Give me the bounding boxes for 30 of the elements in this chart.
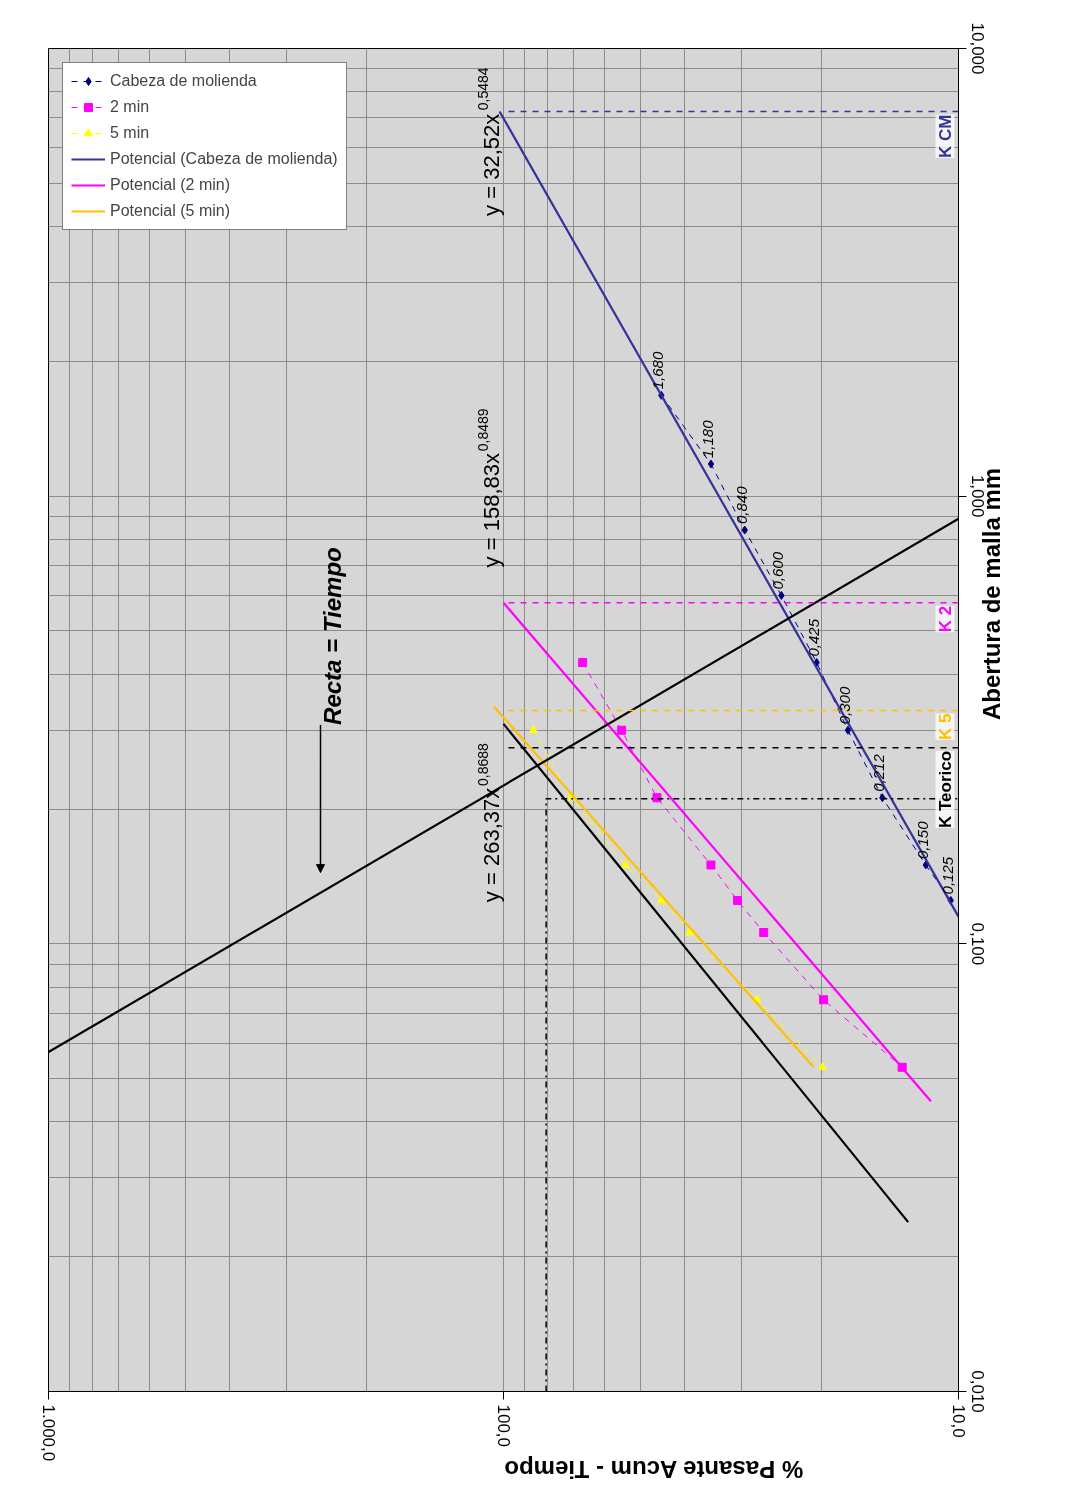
data-label: 0,425 [804, 618, 822, 657]
annotation: Recta = Tiempo [319, 547, 346, 725]
x-tick-label: 10,0 [948, 1404, 968, 1438]
x-tick-label: 1.000,0 [38, 1404, 58, 1462]
annotation: y = 263,37x0,8688 [474, 742, 504, 903]
x-tick-label: 100,0 [493, 1404, 513, 1448]
text: K CM [935, 114, 955, 158]
data-label: 0,840 [732, 485, 750, 525]
data-label: 1,680 [649, 351, 667, 390]
text: K 2 [935, 605, 955, 633]
annotation: y = 32,52x0,5484 [474, 67, 504, 216]
data-label: 0,300 [835, 686, 853, 725]
annotation: y = 158,83x0,8489 [474, 408, 504, 568]
data-label: 1,180 [698, 419, 716, 458]
legend-label: Potencial (Cabeza de molienda) [110, 150, 338, 168]
data-label: 0,125 [938, 856, 956, 895]
legend-label: 2 min [110, 98, 150, 116]
data-label: 0,600 [769, 551, 787, 590]
x-axis-title: % Pasante Acum - Tiempo [504, 1455, 804, 1483]
y-tick-label: 10,000 [967, 22, 987, 75]
y-tick-label: 0,010 [967, 1370, 987, 1413]
data-label: 0,150 [913, 820, 931, 859]
legend-label: Potencial (5 min) [110, 202, 231, 220]
data-label: 0,212 [870, 753, 888, 792]
text: K Teorico [935, 750, 955, 829]
legend-label: Cabeza de molienda [110, 72, 257, 90]
y-tick-label: 0,100 [967, 922, 987, 966]
legend-label: 5 min [110, 124, 150, 142]
legend-label: Potencial (2 min) [110, 176, 231, 194]
text: K 5 [935, 713, 955, 740]
